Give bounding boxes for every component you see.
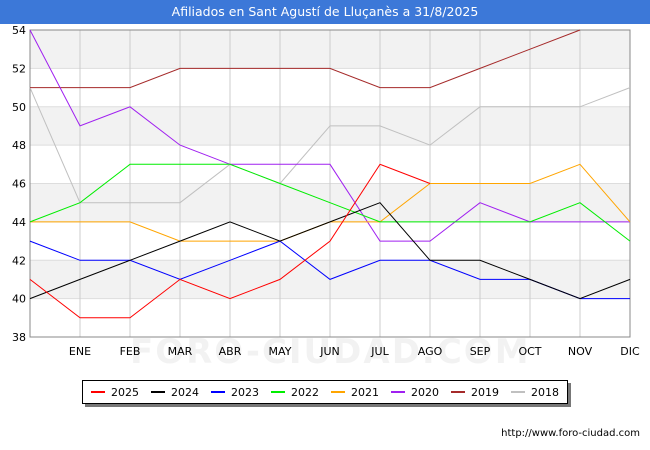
y-tick-label: 46: [12, 178, 26, 191]
x-tick-label: MAR: [168, 345, 193, 358]
legend-label-2021: 2021: [351, 386, 379, 399]
y-tick-label: 42: [12, 254, 26, 267]
y-tick-label: 48: [12, 139, 26, 152]
x-tick-label: DIC: [620, 345, 640, 358]
legend-label-2020: 2020: [411, 386, 439, 399]
watermark: FORO-CIUDAD.COM: [130, 332, 531, 372]
x-tick-label: FEB: [120, 345, 141, 358]
x-tick-label: NOV: [568, 345, 593, 358]
source-url: http://www.foro-ciudad.com: [501, 428, 640, 439]
y-tick-label: 50: [12, 101, 26, 114]
x-tick-label: AGO: [418, 345, 443, 358]
chart-title: Afiliados en Sant Agustí de Lluçanès a 3…: [0, 0, 650, 24]
legend: 2025 2024 2023 2022 2021 2020 2019 2018: [82, 380, 568, 404]
y-tick-label: 52: [12, 62, 26, 75]
x-tick-label: ABR: [219, 345, 242, 358]
legend-label-2018: 2018: [531, 386, 559, 399]
x-tick-label: OCT: [518, 345, 541, 358]
y-tick-label: 38: [12, 331, 26, 344]
x-tick-label: JUN: [319, 345, 340, 358]
series-line-2025: [29, 163, 431, 319]
series-line-2024: [29, 202, 631, 300]
series-line-2018: [29, 87, 631, 204]
x-tick-label: ENE: [69, 345, 91, 358]
y-tick-label: 40: [12, 293, 26, 306]
legend-label-2025: 2025: [111, 386, 139, 399]
y-tick-label: 54: [12, 24, 26, 37]
x-tick-label: MAY: [269, 345, 292, 358]
x-tick-label: SEP: [470, 345, 491, 358]
legend-label-2023: 2023: [231, 386, 259, 399]
x-tick-label: JUL: [370, 345, 389, 358]
y-tick-label: 44: [12, 216, 26, 229]
legend-label-2022: 2022: [291, 386, 319, 399]
plot-frame: [29, 29, 631, 338]
legend-label-2019: 2019: [471, 386, 499, 399]
series-line-2019: [30, 29, 581, 89]
series-line-2022: [29, 163, 631, 242]
legend-label-2024: 2024: [171, 386, 199, 399]
